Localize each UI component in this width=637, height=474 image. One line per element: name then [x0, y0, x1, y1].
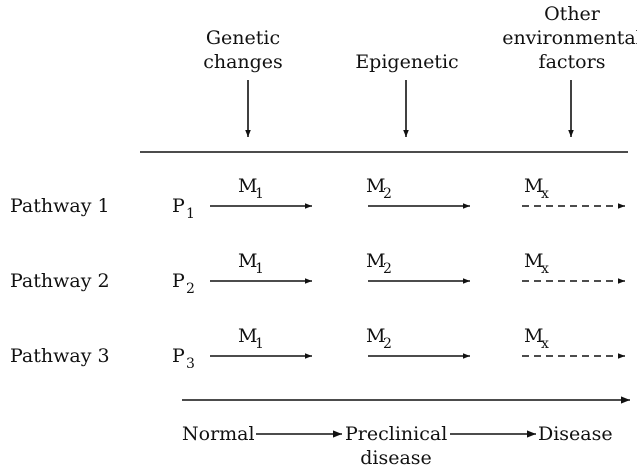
step-subscript: x [541, 336, 549, 352]
state-symbol: P [172, 195, 185, 217]
factor-label: Epigenetic [355, 51, 458, 73]
step-subscript: 2 [383, 261, 392, 277]
factor-label: Other [544, 3, 601, 25]
step-subscript: 1 [255, 186, 264, 202]
factor-label: environmental [502, 27, 637, 49]
stage-label: Disease [538, 423, 613, 445]
pathway-label: Pathway 3 [10, 345, 110, 367]
step-symbol: M [366, 250, 385, 272]
state-symbol: P [172, 270, 185, 292]
step-symbol: M [238, 175, 257, 197]
pathway-label: Pathway 2 [10, 270, 110, 292]
step-subscript: x [541, 261, 549, 277]
step-symbol: M [366, 175, 385, 197]
step-subscript: 2 [383, 186, 392, 202]
factor-label: changes [203, 51, 283, 73]
stage-label: Preclinical [345, 423, 447, 445]
step-symbol: M [524, 175, 543, 197]
stage-label: Normal [182, 423, 255, 445]
step-symbol: M [238, 250, 257, 272]
step-subscript: 1 [255, 336, 264, 352]
step-symbol: M [238, 325, 257, 347]
step-subscript: x [541, 186, 549, 202]
factor-label: Genetic [206, 27, 280, 49]
step-subscript: 1 [255, 261, 264, 277]
state-subscript: 2 [186, 281, 195, 297]
step-symbol: M [524, 250, 543, 272]
factor-label: factors [539, 51, 606, 73]
stage-label: disease [360, 447, 432, 469]
state-subscript: 3 [186, 356, 195, 372]
state-symbol: P [172, 345, 185, 367]
pathway-label: Pathway 1 [10, 195, 110, 217]
step-symbol: M [524, 325, 543, 347]
step-subscript: 2 [383, 336, 392, 352]
step-symbol: M [366, 325, 385, 347]
state-subscript: 1 [186, 206, 195, 222]
